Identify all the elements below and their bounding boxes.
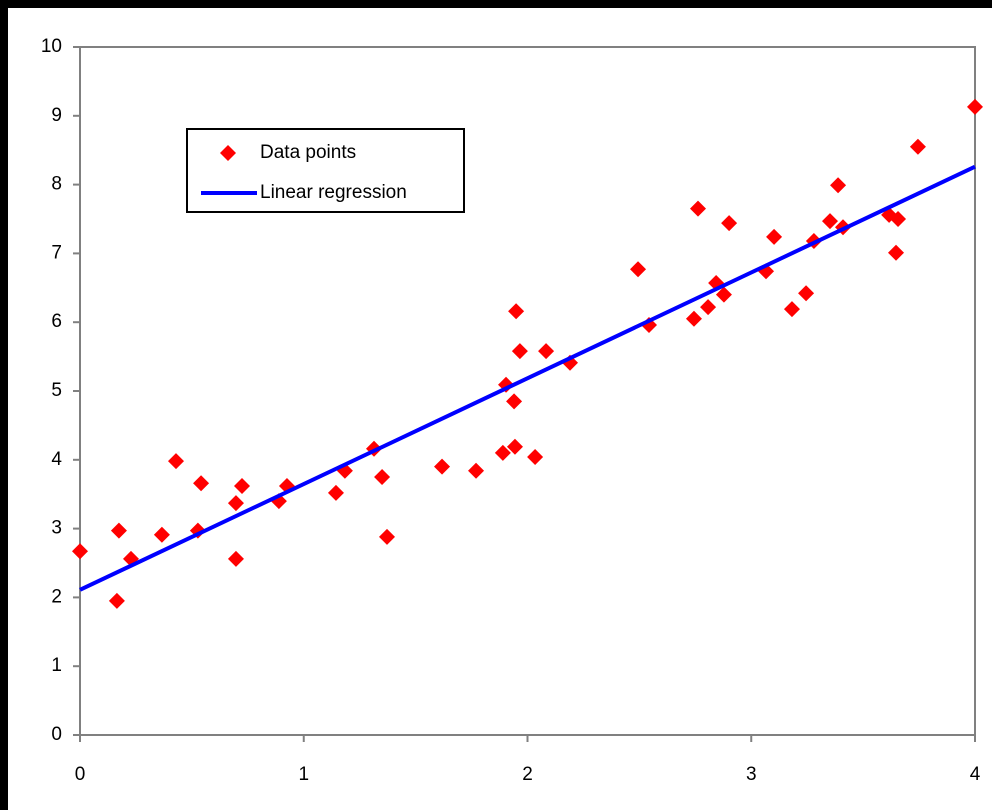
y-tick-label: 4 [51,449,62,470]
data-point [506,393,523,410]
data-point [378,528,395,545]
x-tick-label: 4 [970,764,981,785]
data-point [890,211,907,227]
data-point [494,444,511,461]
y-tick-label: 1 [51,655,62,676]
data-point [110,522,127,539]
data-point [434,458,451,475]
data-point [508,303,525,320]
data-point [967,98,983,115]
legend-box [186,128,465,213]
data-point [700,299,717,316]
y-tick-label: 2 [51,586,62,607]
data-point [468,462,485,479]
regression-line [79,164,976,592]
y-tick-label: 9 [51,105,62,126]
x-tick-label: 2 [522,764,533,785]
x-tick-label: 0 [75,764,86,785]
data-point [167,453,184,470]
data-point [630,261,647,278]
data-point [233,477,250,494]
data-point [153,526,170,543]
x-tick-label: 3 [746,764,757,785]
y-tick-label: 6 [51,311,62,332]
data-point [909,138,926,155]
y-tick-label: 0 [51,724,62,745]
data-point [227,550,244,567]
data-point [783,301,800,318]
data-point [538,343,555,360]
legend-marker [220,145,236,161]
legend-label: Linear regression [260,182,407,203]
y-tick-label: 5 [51,380,62,401]
data-point [830,177,847,194]
y-tick-label: 10 [41,36,62,57]
data-point [798,285,815,302]
data-point [685,310,702,327]
chart-background [8,8,992,810]
data-point [721,215,738,232]
data-point [506,438,523,455]
data-point [327,484,344,501]
data-point [108,592,125,609]
data-point [822,213,839,230]
y-tick-label: 8 [51,174,62,195]
data-point [72,543,88,560]
data-point [689,200,706,217]
data-point [374,469,391,485]
data-point [888,244,905,261]
data-point [527,449,544,466]
y-tick-label: 7 [51,242,62,263]
data-point [193,475,210,492]
data-point [227,495,244,512]
data-point [511,343,528,360]
x-tick-label: 1 [298,764,309,785]
data-point [715,286,732,303]
legend-label: Data points [260,142,356,163]
y-tick-label: 3 [51,518,62,539]
data-point [766,228,783,245]
